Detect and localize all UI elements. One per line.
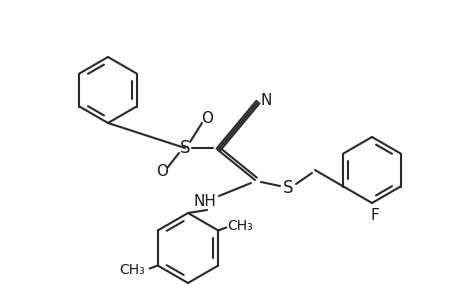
Text: NH: NH — [193, 194, 216, 209]
Text: CH₃: CH₃ — [118, 263, 144, 278]
Text: CH₃: CH₃ — [227, 218, 252, 233]
Text: O: O — [156, 164, 168, 179]
Text: S: S — [282, 179, 293, 197]
Text: O: O — [201, 110, 213, 125]
Text: S: S — [179, 139, 190, 157]
Text: F: F — [370, 208, 379, 223]
Text: N: N — [260, 92, 271, 107]
